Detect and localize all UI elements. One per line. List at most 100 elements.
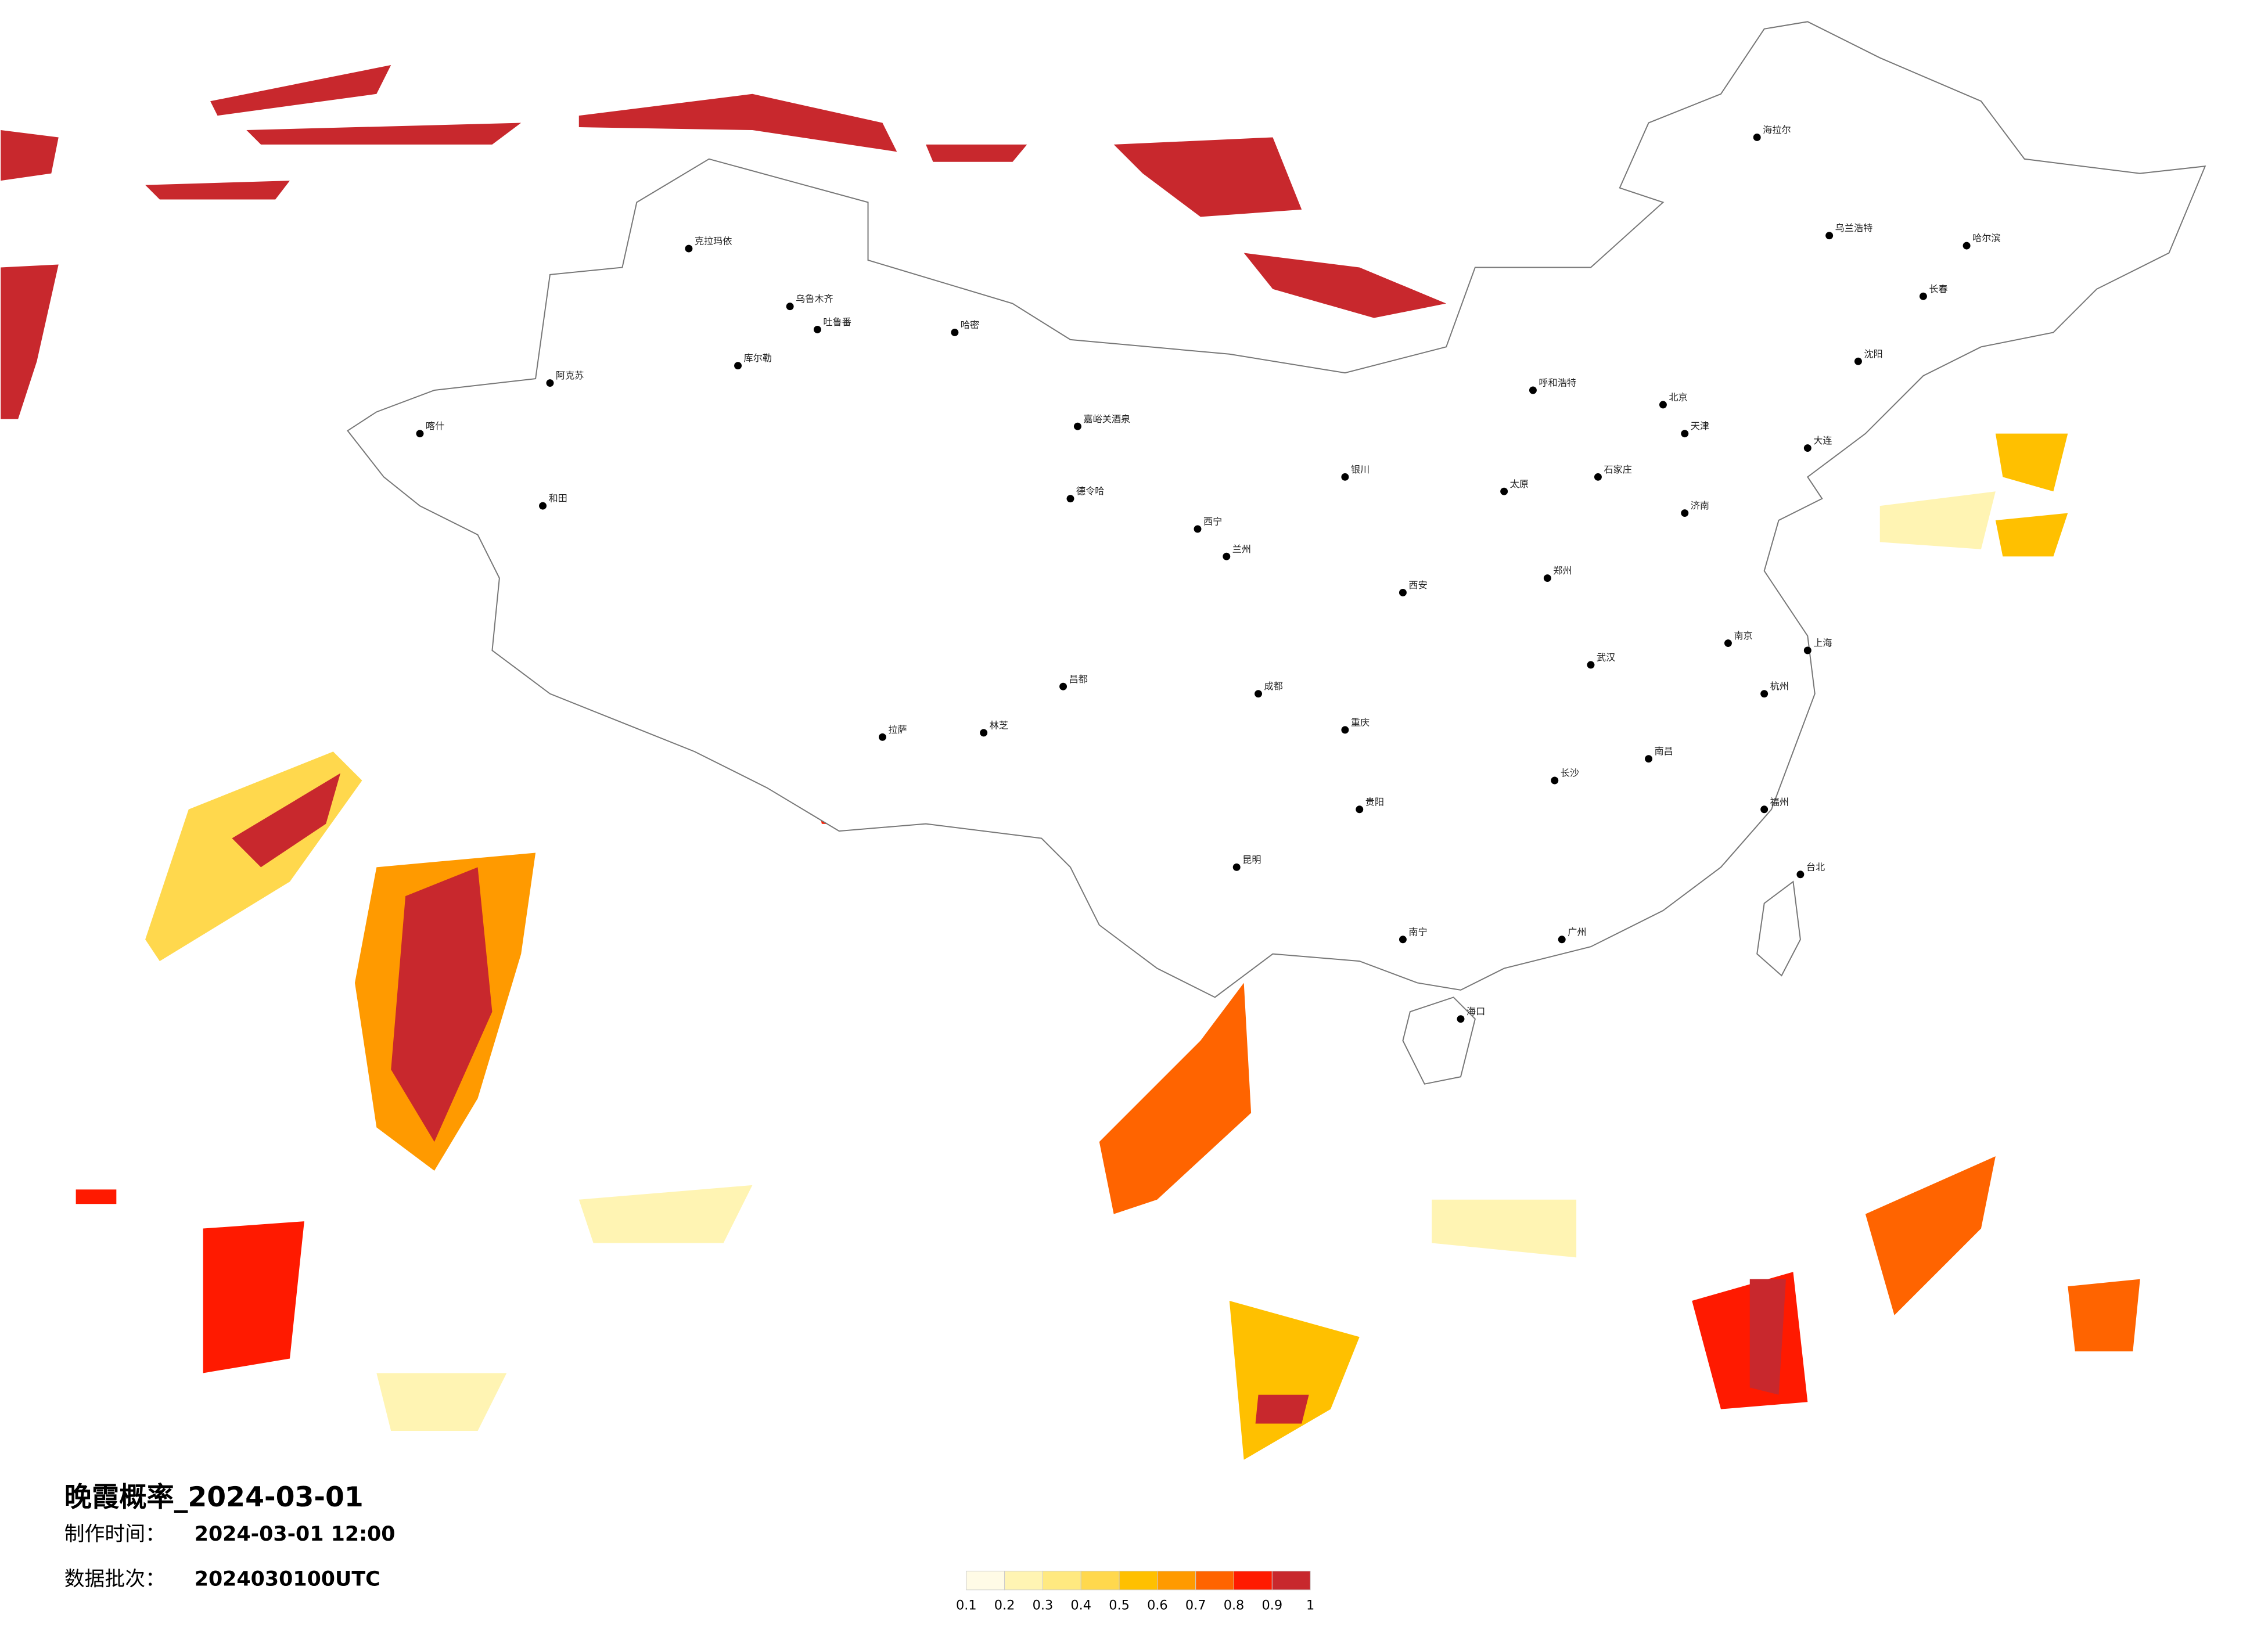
city-label: 济南 [1691,500,1709,511]
made-time-value: 2024-03-01 12:00 [195,1523,396,1546]
city-dot [1753,133,1761,141]
city-label: 德令哈 [1076,485,1104,497]
legend-swatch [1042,1570,1081,1591]
legend-swatch [1195,1570,1235,1591]
city-label: 南京 [1734,630,1752,641]
city-label: 吐鲁番 [823,316,851,328]
city-dot [1500,487,1508,495]
legend-tick-label: 0.2 [994,1598,1015,1613]
city-label: 西宁 [1203,516,1222,527]
city-label: 石家庄 [1604,464,1631,475]
legend-tick-label: 1 [1306,1598,1314,1613]
city-dot [734,362,742,370]
city-dot [1803,646,1811,654]
batch-value: 2024030100UTC [195,1567,380,1591]
legend-swatch [1080,1570,1120,1591]
city-label: 克拉玛依 [695,236,732,247]
city-dot [1558,936,1566,944]
legend-swatch [1004,1570,1043,1591]
city-dot [1587,661,1595,669]
city-label: 拉萨 [888,724,907,735]
city-label: 西安 [1408,580,1427,591]
city-label: 库尔勒 [744,352,772,364]
city-dot [1659,401,1667,409]
island [1402,880,1801,1085]
city-label: 太原 [1510,479,1529,490]
city-label: 长春 [1929,283,1947,294]
city-dot [1341,726,1349,734]
city-label: 海口 [1467,1006,1485,1017]
city-label: 台北 [1806,861,1825,872]
city-dot [1645,755,1653,763]
city-label: 海拉尔 [1763,124,1791,135]
city-dot [1232,863,1241,871]
legend-tick-label: 0.7 [1185,1598,1206,1613]
city-label: 林芝 [990,720,1008,731]
legend-tick-label: 0.8 [1224,1598,1245,1613]
legend-swatch [1119,1570,1158,1591]
city-label: 喀什 [426,420,444,431]
city-dot [1194,525,1202,533]
city-dot [416,430,424,438]
city-dot [1919,292,1927,300]
city-dot [1356,805,1364,814]
city-label: 上海 [1813,638,1832,649]
city-dot [685,244,693,253]
city-label: 沈阳 [1864,348,1882,359]
city-dot [1543,574,1551,582]
city-label: 哈尔滨 [1972,233,2000,244]
legend-tick-label: 0.4 [1070,1598,1091,1613]
city-label: 广州 [1568,926,1586,937]
city-label: 成都 [1264,681,1283,692]
city-dot [1963,242,1971,250]
city-dot [1681,430,1689,438]
legend-swatch [1234,1570,1273,1591]
city-label: 南宁 [1408,926,1427,937]
country-border [347,21,2206,998]
city-label: 哈密 [961,319,979,330]
city-dot [878,733,886,741]
city-label: 天津 [1691,420,1709,431]
city-dot [1681,509,1689,517]
city-label: 兰州 [1232,544,1251,555]
city-dot [1551,776,1559,785]
city-dot [1825,232,1834,240]
legend-swatch [966,1570,1005,1591]
city-dot [1724,639,1732,647]
city-label: 郑州 [1553,565,1572,576]
city-dot [1073,422,1081,430]
city-label: 重庆 [1351,717,1370,728]
legend-swatch [1271,1570,1311,1591]
city-dot [1760,690,1769,698]
city-dot [786,303,794,311]
city-dot [813,325,821,333]
legend: 0.1 0.2 0.3 0.4 0.5 0.6 0.7 0.8 0.9 1 [956,1570,1314,1613]
legend-tick-label: 0.1 [956,1598,977,1613]
city-dot [1457,1015,1465,1023]
city-label: 大连 [1813,435,1832,446]
map-title: 晚霞概率_2024-03-01 [64,1481,364,1513]
city-dot [1059,682,1067,690]
city-label: 阿克苏 [556,370,584,381]
city-label: 北京 [1669,391,1687,402]
city-label: 南昌 [1655,746,1673,757]
city-dot [1854,357,1862,365]
legend-tick-label: 0.5 [1109,1598,1130,1613]
city-dot [1399,588,1407,596]
city-label: 福州 [1770,796,1789,807]
city-label: 和田 [549,493,567,504]
city-dot [1529,386,1537,394]
legend-swatch [1157,1570,1196,1591]
city-dot [1803,444,1811,452]
city-label: 昆明 [1242,854,1261,865]
city-dot [539,502,547,510]
city-label: 武汉 [1597,652,1615,663]
city-label: 乌兰浩特 [1835,222,1873,233]
city-label: 昌都 [1069,674,1088,685]
city-dot [1066,495,1074,503]
city-dot [1760,805,1769,814]
city-dot [951,328,959,336]
